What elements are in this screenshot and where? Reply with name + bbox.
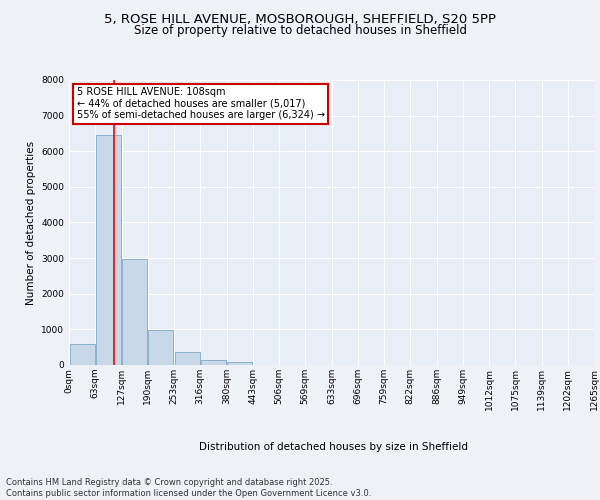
Text: 5 ROSE HILL AVENUE: 108sqm
← 44% of detached houses are smaller (5,017)
55% of s: 5 ROSE HILL AVENUE: 108sqm ← 44% of deta… bbox=[77, 87, 325, 120]
Bar bbox=[122, 259, 147, 365]
Bar bbox=[227, 362, 252, 365]
Bar bbox=[96, 135, 121, 365]
Bar bbox=[70, 344, 95, 365]
Text: Contains HM Land Registry data © Crown copyright and database right 2025.
Contai: Contains HM Land Registry data © Crown c… bbox=[6, 478, 371, 498]
Bar bbox=[175, 352, 200, 365]
Y-axis label: Number of detached properties: Number of detached properties bbox=[26, 140, 35, 304]
Bar bbox=[148, 330, 173, 365]
Text: 5, ROSE HILL AVENUE, MOSBOROUGH, SHEFFIELD, S20 5PP: 5, ROSE HILL AVENUE, MOSBOROUGH, SHEFFIE… bbox=[104, 12, 496, 26]
Text: Distribution of detached houses by size in Sheffield: Distribution of detached houses by size … bbox=[199, 442, 467, 452]
Text: Size of property relative to detached houses in Sheffield: Size of property relative to detached ho… bbox=[133, 24, 467, 37]
Bar bbox=[201, 360, 226, 365]
